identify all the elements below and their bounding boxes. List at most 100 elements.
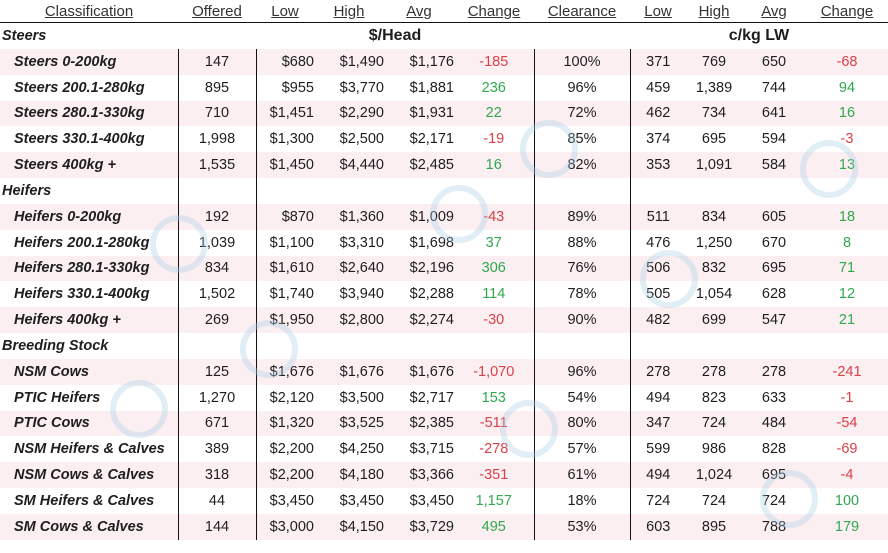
cell-clearance: 88% [533,229,630,256]
cell-offered: 144 [177,513,256,540]
cell-low: $3,000 [255,513,314,540]
cell-high: $4,150 [314,513,384,540]
cell-high: $2,640 [314,255,384,282]
cell-change: 153 [481,389,506,406]
cell-change2: 18 [806,203,888,230]
cell-clearance: 90% [533,307,630,333]
cell-offered: 125 [177,358,256,385]
group-head-label: $/Head [368,27,422,44]
table-row: NSM Cows & Calves 318 $2,200 $4,180 $3,366 -3… [0,462,888,488]
cell-high2: 1,389 [695,79,733,96]
group-kg-label: c/kg LW [728,27,790,44]
cell-clearance: 89% [533,203,630,230]
cell-low2: 347 [629,410,686,437]
cell-change: 236 [481,79,506,96]
table-row: Heifers 330.1-400kg 1,502 $1,740 $3,940 $2,2… [0,281,888,308]
cell-avg: $2,385 [384,410,454,437]
cell-low2: 374 [629,126,686,153]
price-table: Classification Offered Low High Avg Chan… [0,0,888,540]
cell-low: $1,300 [255,126,314,153]
cell-low2: 476 [629,229,686,256]
cell-avg: $2,274 [384,307,454,333]
cell-avg: $1,881 [409,79,454,96]
cell-change: -278 [479,441,509,458]
cell-high2: 832 [686,255,742,282]
cell-low2: 599 [629,436,686,463]
cell-clearance: 72% [533,100,630,127]
header-row: Classification Offered Low High Avg Chan… [0,0,888,23]
cell-high2: 1,250 [695,234,733,251]
table-row: SM Heifers & Calves 44 $3,450 $3,450 $3,450 1… [0,487,888,514]
cell-high2: 724 [686,410,742,437]
col-high: High [333,2,365,20]
col-low-kg: Low [644,2,672,20]
cell-avg2: 633 [761,389,787,406]
cell-low: $680 [255,49,314,75]
col-high-kg: High [698,2,730,20]
cell-change: 495 [454,513,534,540]
cell-offered: 318 [177,462,256,488]
col-low: Low [271,2,299,20]
cell-high2: 1,054 [695,286,733,303]
cell-cls: NSM Heifers & Calves [14,441,165,458]
col-change: Change [467,2,521,20]
cell-cls: Heifers 400kg + [0,307,178,333]
section-row: Breeding Stock [0,332,888,359]
cell-high2: 986 [701,441,727,458]
cell-high: $2,800 [314,307,384,333]
cell-offered: 895 [177,74,256,101]
cell-low: $870 [255,203,314,230]
section-row: Heifers [0,177,888,204]
cell-high: $2,500 [339,131,384,148]
cell-high: $3,770 [339,79,384,96]
cell-avg: $2,288 [409,286,454,303]
cell-change2: 100 [834,492,860,509]
cell-low2: 603 [629,513,686,540]
section-row: Steers $/Head c/kg LW [0,22,888,49]
cell-avg2: 605 [742,203,806,230]
cell-clearance: 85% [533,126,630,153]
cell-change2: -3 [840,131,854,148]
cell-avg2: 828 [761,441,787,458]
cell-high: $3,500 [339,389,384,406]
cell-change: 1,157 [475,492,512,509]
table-row: Steers 200.1-280kg 895 $955 $3,770 $1,881 236… [0,74,888,101]
cell-avg2: 628 [761,286,787,303]
cell-low2: 482 [629,307,686,333]
cell-high2: 695 [701,131,727,148]
cell-change: -511 [454,410,534,437]
cell-change: 16 [454,152,534,178]
cell-clearance: 76% [533,255,630,282]
cell-avg2: 695 [742,255,806,282]
table-row: Steers 400kg +1,535 $1,450 $4,440 $2,485 16 8… [0,152,888,178]
cell-avg2: 650 [742,49,806,75]
cell-low2: 494 [629,462,686,488]
cell-low2: 724 [629,487,686,514]
cell-high2: 895 [686,513,742,540]
cell-cls: NSM Cows & Calves [0,462,178,488]
cell-offered: 192 [177,203,256,230]
cell-offered: 44 [177,487,256,514]
cell-change2: -1 [840,389,854,406]
cell-offered: 1,998 [177,126,256,153]
cell-low: $2,200 [255,462,314,488]
cell-cls: Heifers 280.1-330kg [0,255,178,282]
cell-change: -43 [454,203,534,230]
table-row: Steers 280.1-330kg 710 $1,451 $2,290 $1,931 2… [0,100,888,127]
cell-cls: Steers 330.1-400kg [14,131,145,148]
cell-avg: $1,176 [384,49,454,75]
cell-avg2: 278 [742,358,806,385]
cell-low: $1,950 [255,307,314,333]
cell-low: $1,740 [255,281,314,308]
cell-clearance: 57% [533,436,630,463]
table-row: NSM Cows 125 $1,676 $1,676 $1,676 -1,070 96% 27… [0,358,888,385]
cell-high2: 823 [701,389,727,406]
cell-avg: $3,366 [384,462,454,488]
cell-avg2: 641 [742,100,806,127]
cell-offered: 710 [177,100,256,127]
cell-low2: 459 [629,74,686,101]
cell-change2: 71 [806,255,888,282]
cell-high2: 1,024 [686,462,742,488]
cell-avg2: 724 [761,492,787,509]
